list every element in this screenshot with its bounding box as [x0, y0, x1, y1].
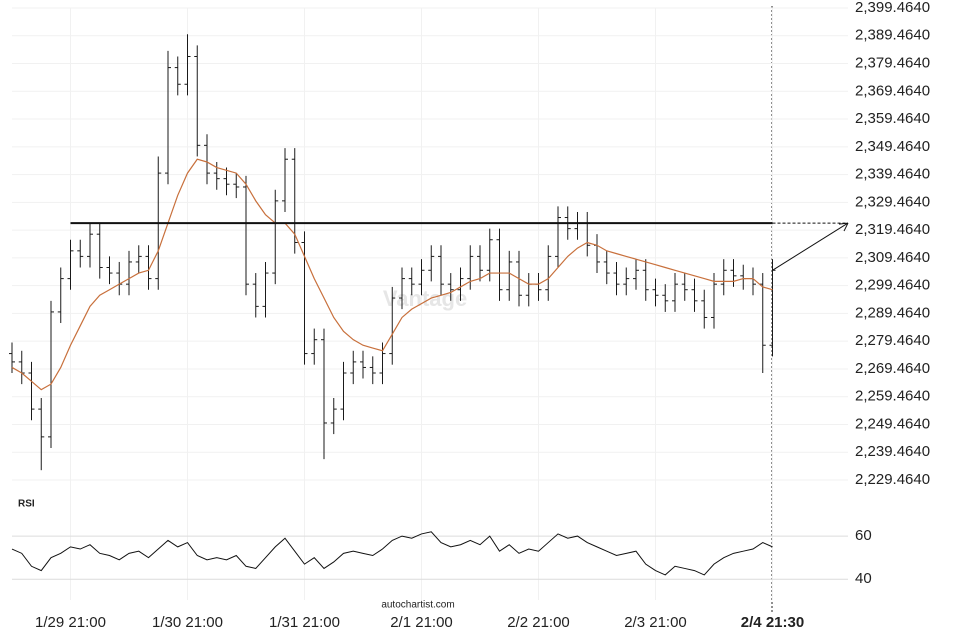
y-tick-label: 2,229.4640	[855, 471, 930, 488]
y-tick-label: 2,249.4640	[855, 415, 930, 432]
x-tick-label: 1/29 21:00	[35, 614, 106, 631]
y-tick-label: 2,369.4640	[855, 82, 930, 99]
y-tick-label: 2,379.4640	[855, 54, 930, 71]
source-label: autochartist.com	[381, 600, 454, 611]
y-tick-label: 2,399.4640	[855, 0, 930, 16]
forecast-arrow	[772, 222, 849, 271]
y-tick-label: 2,279.4640	[855, 332, 930, 349]
y-tick-label: 2,349.4640	[855, 138, 930, 155]
y-tick-label: 2,289.4640	[855, 304, 930, 321]
y-tick-label: 2,329.4640	[855, 193, 930, 210]
y-tick-label: 2,299.4640	[855, 277, 930, 294]
x-tick-label: 1/31 21:00	[269, 614, 340, 631]
y-tick-label: 2,309.4640	[855, 249, 930, 266]
x-tick-label: 2/2 21:00	[507, 614, 570, 631]
y-tick-label: 2,259.4640	[855, 388, 930, 405]
arrow-head	[838, 222, 849, 232]
y-tick-label: 2,319.4640	[855, 221, 930, 238]
rsi-line	[11, 531, 773, 576]
y-tick-label: 2,389.4640	[855, 27, 930, 44]
watermark: Vantage	[383, 286, 467, 311]
y-tick-label: 2,269.4640	[855, 360, 930, 377]
x-tick-label: 2/4 21:30	[741, 614, 804, 631]
y-tick-label: 2,339.4640	[855, 166, 930, 183]
y-tick-label: 40	[855, 570, 872, 587]
y-tick-label: 2,239.4640	[855, 443, 930, 460]
panel-title: RSI	[18, 499, 35, 510]
y-tick-label: 2,359.4640	[855, 110, 930, 127]
x-tick-label: 2/1 21:00	[390, 614, 453, 631]
x-tick-label: 1/30 21:00	[152, 614, 223, 631]
y-tick-label: 60	[855, 527, 872, 544]
moving-average	[11, 158, 773, 391]
x-tick-label: 2/3 21:00	[624, 614, 687, 631]
